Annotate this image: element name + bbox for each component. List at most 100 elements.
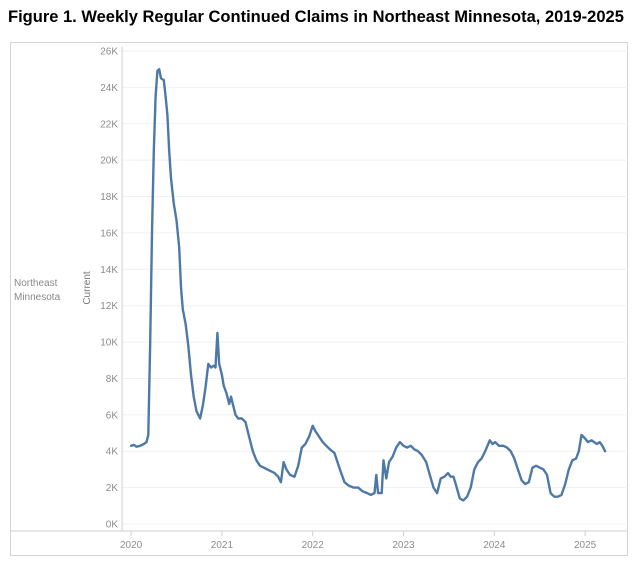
data-point	[502, 445, 505, 447]
data-point	[564, 483, 566, 485]
series-points	[130, 68, 606, 501]
data-point	[147, 434, 149, 436]
x-tick-label: 2020	[120, 540, 143, 551]
data-point	[481, 457, 483, 460]
data-point	[571, 459, 574, 461]
data-point	[207, 363, 209, 365]
data-point	[163, 79, 165, 81]
data-point	[164, 95, 167, 98]
data-point	[184, 323, 187, 325]
data-point	[590, 439, 593, 441]
data-point	[187, 345, 189, 347]
data-point	[285, 468, 287, 471]
data-point	[158, 68, 160, 70]
data-point	[557, 496, 559, 498]
y-tick-label: 24K	[100, 83, 118, 94]
data-point	[214, 366, 217, 369]
row-label-line2: Minnesota	[14, 292, 61, 303]
data-point	[175, 219, 178, 221]
data-point	[517, 468, 519, 471]
data-point	[216, 332, 218, 334]
data-point	[266, 468, 268, 471]
data-point	[289, 474, 291, 476]
data-point	[587, 441, 589, 443]
data-point	[370, 494, 372, 496]
x-axis-ticks: 2020 2021 2022 2023 2024 2025	[120, 531, 597, 551]
y-tick-label: 20K	[100, 156, 118, 167]
data-point	[221, 374, 223, 376]
data-point	[539, 467, 541, 469]
data-point	[375, 474, 377, 476]
data-point	[223, 385, 225, 387]
y-tick-label: 10K	[100, 338, 118, 349]
data-point	[133, 444, 135, 446]
data-point	[542, 468, 544, 471]
data-point	[477, 461, 479, 463]
data-point	[241, 417, 243, 420]
data-point	[193, 396, 195, 398]
data-point	[308, 436, 310, 438]
data-point	[513, 457, 515, 460]
data-point	[273, 472, 276, 474]
data-point	[304, 443, 307, 445]
data-point	[578, 450, 580, 452]
data-point	[593, 441, 595, 443]
data-point	[170, 177, 172, 179]
data-point	[524, 483, 526, 485]
data-point	[280, 481, 282, 483]
data-point	[202, 405, 204, 407]
data-point	[301, 446, 303, 449]
data-point	[392, 456, 394, 458]
x-tick-label: 2021	[211, 540, 234, 551]
data-point	[388, 461, 390, 463]
data-point	[322, 441, 324, 443]
data-point	[228, 403, 230, 405]
data-point	[366, 492, 368, 494]
data-point	[237, 417, 239, 420]
data-point	[421, 454, 423, 456]
data-point	[470, 487, 472, 489]
data-point	[413, 448, 416, 451]
y-tick-label: 4K	[106, 447, 119, 458]
data-point	[204, 386, 207, 389]
chart-frame	[10, 42, 628, 556]
data-point	[329, 448, 331, 451]
data-point	[584, 437, 586, 440]
data-point	[283, 461, 285, 463]
data-point	[218, 363, 220, 365]
data-point	[535, 465, 537, 467]
data-point	[459, 497, 461, 500]
data-point	[520, 479, 523, 481]
data-point	[510, 450, 512, 452]
row-label-line1: Northeast	[14, 278, 58, 289]
data-point	[153, 150, 155, 152]
data-point	[498, 445, 500, 447]
data-point	[270, 470, 272, 472]
data-point	[395, 446, 397, 449]
data-point	[494, 441, 496, 443]
data-point	[489, 439, 491, 441]
data-point	[491, 443, 494, 445]
data-point	[166, 114, 169, 116]
data-point	[429, 474, 431, 476]
data-point	[357, 487, 359, 489]
y-tick-label: 0K	[106, 520, 119, 531]
x-tick-label: 2022	[302, 540, 325, 551]
data-point	[312, 425, 314, 427]
data-point	[596, 443, 598, 445]
data-point	[462, 499, 465, 501]
data-point	[252, 450, 254, 452]
data-point	[604, 450, 606, 452]
data-point	[277, 476, 279, 478]
y-tick-label: 8K	[106, 374, 119, 385]
y-tick-label: 18K	[100, 192, 118, 203]
chart-title: Figure 1. Weekly Regular Continued Claim…	[8, 8, 624, 26]
data-point	[406, 446, 408, 449]
data-point	[156, 70, 159, 72]
data-point	[255, 459, 257, 461]
y-tick-label: 22K	[100, 119, 118, 130]
data-point	[410, 445, 412, 447]
data-point	[381, 492, 383, 494]
data-point	[233, 406, 235, 409]
data-point	[560, 494, 563, 496]
